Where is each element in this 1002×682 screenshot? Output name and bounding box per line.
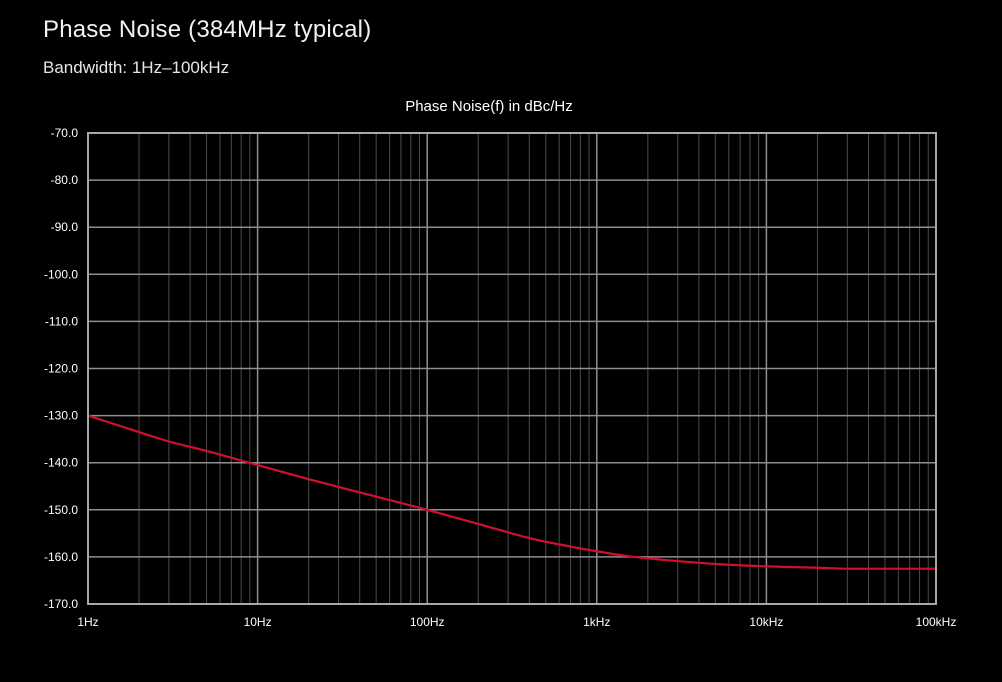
y-tick-label: -70.0: [51, 126, 79, 140]
y-tick-labels: -70.0 -80.0 -90.0 -100.0 -110.0 -120.0 -130.0 -…: [44, 126, 78, 611]
x-tick-label: 10Hz: [244, 615, 272, 629]
series-line-0: [86, 414, 938, 570]
x-tick-label: 100kHz: [916, 615, 957, 629]
plot-frame: [87, 132, 937, 605]
x-tick-labels: 1Hz 10Hz 100Hz 1kHz 10kHz 100kHz: [77, 615, 956, 629]
chart-title: Phase Noise(f) in dBc/Hz: [405, 98, 573, 115]
x-tick-label: 100Hz: [410, 615, 445, 629]
x-tick-label: 1kHz: [583, 615, 610, 629]
x-tick-label: 1Hz: [77, 615, 98, 629]
y-tick-label: -110.0: [45, 314, 78, 328]
page-title: Phase Noise (384MHz typical): [43, 16, 372, 43]
y-tick-label: -90.0: [51, 220, 79, 234]
y-tick-label: -140.0: [44, 456, 78, 470]
y-tick-label: -100.0: [44, 267, 78, 281]
y-tick-label: -130.0: [44, 409, 78, 423]
y-tick-label: -80.0: [51, 173, 79, 187]
series-layer: [86, 414, 938, 570]
y-tick-label: -160.0: [44, 550, 78, 564]
y-tick-label: -150.0: [44, 503, 78, 517]
y-tick-label: -120.0: [44, 362, 78, 376]
page-subtitle: Bandwidth: 1Hz–100kHz: [43, 58, 230, 77]
x-tick-label: 10kHz: [749, 615, 783, 629]
y-tick-label: -170.0: [44, 597, 78, 611]
